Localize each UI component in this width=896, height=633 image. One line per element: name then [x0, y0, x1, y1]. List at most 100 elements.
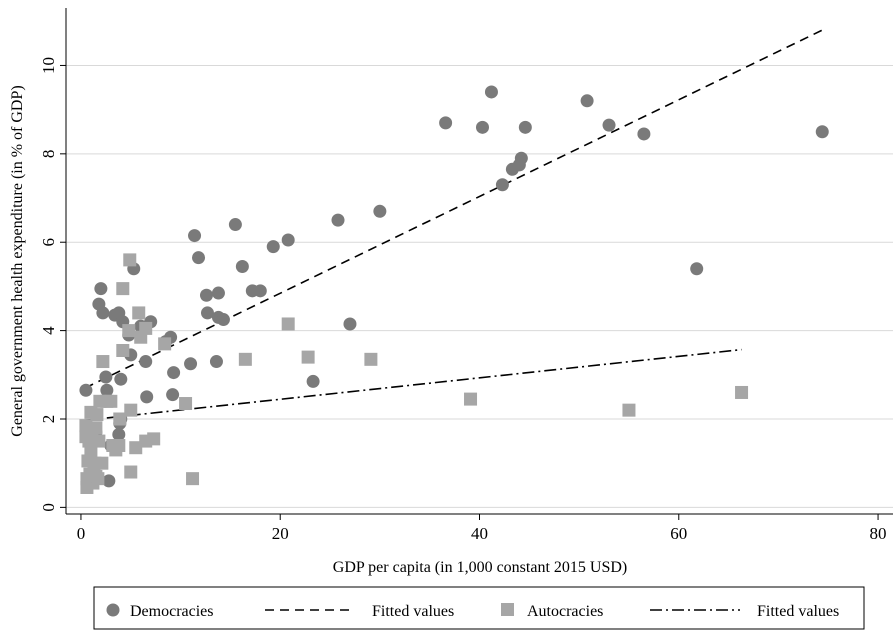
legend-item-fitted-autocracies: Fitted values — [650, 603, 839, 620]
autocracy-point — [96, 355, 110, 369]
democracy-point — [343, 317, 357, 331]
autocracy-point — [139, 321, 153, 335]
democracy-point — [209, 355, 223, 369]
y-axis-title: General government health expenditure (i… — [9, 85, 26, 436]
democracy-point — [373, 204, 387, 218]
autocracy-point — [364, 352, 378, 366]
autocracy-point — [90, 408, 104, 422]
x-tick-label: 20 — [272, 524, 289, 543]
autocracy-point — [84, 445, 98, 459]
democracy-point — [690, 262, 704, 276]
autocracy-point — [124, 403, 138, 417]
fitted-line-democracies — [84, 29, 823, 389]
democracy-point — [139, 355, 153, 369]
autocracy-point — [158, 337, 172, 351]
y-tick-label: 4 — [39, 326, 58, 335]
democracy-point — [495, 178, 509, 192]
y-tick-label: 10 — [39, 57, 58, 74]
x-tick-label: 0 — [77, 524, 86, 543]
democracy-point — [306, 374, 320, 388]
autocracy-point — [92, 434, 106, 448]
x-ticks: 0 20 40 60 80 — [77, 514, 887, 543]
democracy-point — [192, 251, 206, 265]
autocracy-point — [129, 441, 143, 455]
autocracy-point — [79, 419, 93, 433]
autocracy-point — [132, 306, 146, 320]
autocracy-point — [186, 472, 200, 486]
autocracy-point — [179, 397, 193, 411]
data-points — [79, 85, 829, 494]
democracy-point — [94, 282, 108, 296]
democracy-point — [281, 233, 295, 247]
autocracy-point — [116, 343, 130, 357]
democracy-point — [235, 260, 249, 274]
autocracy-point — [147, 432, 161, 446]
democracy-point — [114, 372, 128, 386]
legend-circle-marker — [106, 603, 120, 617]
plot-frame — [65, 8, 893, 515]
grid-lines — [66, 64, 893, 508]
democracy-point — [112, 427, 126, 441]
democracy-point — [514, 151, 528, 165]
autocracy-point — [122, 324, 136, 338]
y-tick-label: 0 — [39, 503, 58, 512]
democracy-point — [79, 383, 93, 397]
democracy-point — [216, 313, 230, 327]
autocracy-point — [89, 421, 103, 435]
autocracy-point — [622, 403, 636, 417]
legend-label-autocracies: Autocracies — [527, 603, 603, 620]
democracy-point — [637, 127, 651, 141]
democracy-point — [475, 120, 489, 134]
autocracy-point — [91, 472, 105, 486]
democracy-point — [184, 357, 198, 371]
democracy-point — [167, 366, 181, 380]
legend-label-fitted-values: Fitted values — [372, 603, 454, 620]
democracy-point — [211, 286, 225, 300]
legend-item-autocracies: Autocracies — [501, 603, 603, 620]
autocracy-point — [112, 439, 126, 453]
fitted-lines — [84, 29, 823, 422]
democracy-point — [188, 229, 202, 243]
legend-item-fitted-democracies: Fitted values — [265, 603, 454, 620]
x-tick-label: 60 — [670, 524, 687, 543]
autocracy-point — [95, 456, 109, 470]
y-tick-label: 8 — [39, 150, 58, 159]
democracy-point — [331, 213, 345, 227]
legend: Democracies Fitted values Autocracies Fi… — [93, 586, 865, 630]
autocracy-point — [104, 394, 118, 408]
democracy-point — [96, 306, 110, 320]
fitted-line-autocracies — [84, 348, 742, 422]
legend-label-democracies: Democracies — [130, 603, 214, 620]
x-tick-label: 80 — [870, 524, 887, 543]
legend-square-marker — [501, 603, 514, 616]
autocracy-point — [281, 317, 295, 331]
democracy-point — [266, 240, 280, 254]
democracy-point — [99, 370, 113, 384]
democracy-point — [102, 474, 116, 488]
legend-label-fitted-values-2: Fitted values — [757, 603, 839, 620]
autocracy-point — [301, 350, 315, 364]
democracy-point — [100, 383, 114, 397]
autocracy-point — [124, 465, 138, 479]
legend-box — [93, 586, 865, 630]
democracy-point — [815, 125, 829, 139]
x-tick-label: 40 — [471, 524, 488, 543]
democracy-point — [518, 120, 532, 134]
x-axis-title: GDP per capita (in 1,000 constant 2015 U… — [333, 559, 627, 576]
democracy-point — [580, 94, 594, 108]
autocracy-point — [464, 392, 478, 406]
democracy-point — [228, 218, 242, 232]
autocracy-point — [735, 385, 749, 399]
democracy-point — [200, 306, 214, 320]
autocracy-point — [238, 352, 252, 366]
autocracy-point — [123, 253, 137, 267]
y-tick-label: 6 — [39, 238, 58, 247]
democracy-point — [439, 116, 453, 130]
democracy-point — [140, 390, 154, 404]
democracy-point — [199, 288, 213, 302]
democracy-point — [484, 85, 498, 99]
y-tick-label: 2 — [39, 415, 58, 424]
democracy-point — [602, 118, 616, 132]
y-ticks: 0 2 4 6 8 10 — [39, 57, 66, 512]
